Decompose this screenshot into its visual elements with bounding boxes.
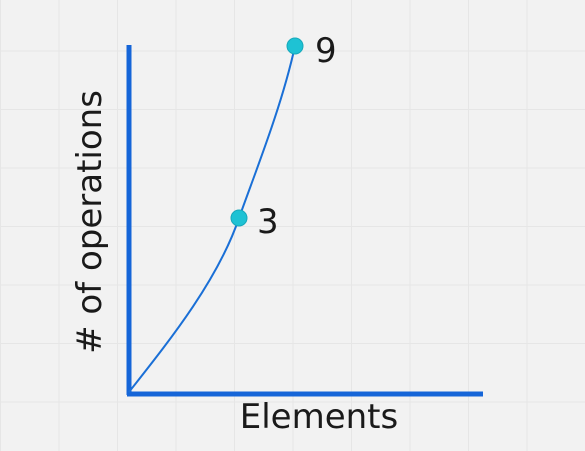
y-axis-label: # of operations xyxy=(70,90,110,354)
point-label-3: 3 xyxy=(257,202,279,242)
point-marker-9 xyxy=(286,37,304,55)
point-label-9: 9 xyxy=(315,31,337,71)
point-marker-3 xyxy=(230,209,248,227)
x-axis-label: Elements xyxy=(240,397,398,437)
